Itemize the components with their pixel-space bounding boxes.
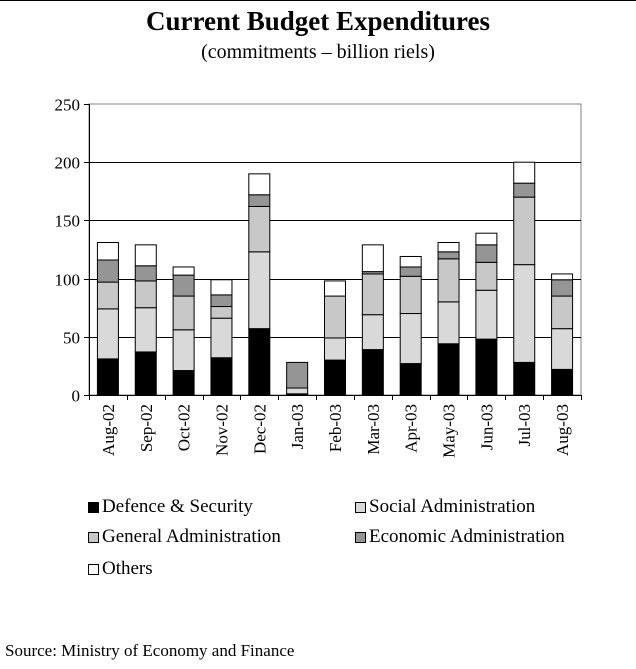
bar-segment-social-administration-sep-02 <box>134 307 157 353</box>
bar-segment-economic-administration-nov-02 <box>210 294 233 308</box>
bar-segment-social-administration-mar-03 <box>361 314 384 351</box>
bar-segment-social-administration-apr-03 <box>399 313 422 365</box>
bar-segment-defence-security-feb-03 <box>324 359 346 396</box>
bar-segment-general-administration-feb-03 <box>324 295 346 339</box>
bar-segment-economic-administration-dec-02 <box>248 194 271 207</box>
x-tick-label: Sep-02 <box>137 404 156 452</box>
bar-segment-defence-security-sep-02 <box>134 351 157 396</box>
bar-segment-general-administration-jul-03 <box>513 196 536 266</box>
bar-segment-defence-security-jul-03 <box>513 361 536 396</box>
y-tick-label: 200 <box>55 154 81 173</box>
source-note: Source: Ministry of Economy and Finance <box>5 641 295 660</box>
bar-segment-others-mar-03 <box>361 244 384 273</box>
x-tick-label: Dec-02 <box>250 404 269 454</box>
x-tick-label: Apr-03 <box>402 404 421 453</box>
bar-segment-economic-administration-apr-03 <box>399 266 422 277</box>
bar-segment-economic-administration-oct-02 <box>172 274 195 297</box>
x-tick-label: Jan-03 <box>288 404 307 449</box>
bar-segment-general-administration-sep-02 <box>134 280 157 309</box>
bar-segment-general-administration-mar-03 <box>361 273 384 316</box>
bar-segment-others-sep-02 <box>134 244 157 267</box>
bar-segment-social-administration-dec-02 <box>248 251 271 330</box>
bar-segment-defence-security-nov-02 <box>210 357 233 396</box>
bar-segment-others-may-03 <box>437 242 460 253</box>
bar-segment-defence-security-oct-02 <box>172 370 195 396</box>
bar-segment-defence-security-aug-03 <box>551 368 574 396</box>
x-tick-label: Jun-03 <box>477 404 496 450</box>
bar-segment-defence-security-aug-02 <box>96 358 119 396</box>
chart-title: Current Budget Expenditures <box>145 6 491 36</box>
y-tick-label: 250 <box>55 96 81 115</box>
bar-segment-others-dec-02 <box>248 173 271 196</box>
bar-segment-general-administration-oct-02 <box>172 295 195 331</box>
bar-segment-social-administration-jan-03 <box>286 387 309 395</box>
x-tick-label: Jul-03 <box>515 404 534 447</box>
bar-segment-general-administration-dec-02 <box>248 205 271 253</box>
bar-segment-economic-administration-sep-02 <box>134 265 157 282</box>
bar-segment-economic-administration-may-03 <box>437 251 460 260</box>
bar-segment-general-administration-apr-03 <box>399 275 422 315</box>
bar-segment-general-administration-nov-02 <box>210 306 233 319</box>
bar-segment-others-aug-02 <box>96 242 119 261</box>
bar-segment-economic-administration-aug-03 <box>551 279 574 297</box>
bar-segment-others-nov-02 <box>210 279 233 296</box>
bar-segment-social-administration-oct-02 <box>172 329 195 372</box>
bar-segment-economic-administration-aug-02 <box>96 259 119 283</box>
bar-segment-defence-security-mar-03 <box>361 349 384 396</box>
bar-segment-others-aug-03 <box>551 273 574 281</box>
x-tick-label: Nov-02 <box>212 404 231 456</box>
bar-segment-others-jul-03 <box>513 161 536 184</box>
bar-segment-social-administration-jul-03 <box>513 264 536 363</box>
y-tick-label: 0 <box>72 387 81 406</box>
x-tick-label: Mar-03 <box>364 404 383 455</box>
bar-segment-economic-administration-jun-03 <box>475 244 498 263</box>
bar-segment-social-administration-may-03 <box>437 301 460 345</box>
bar-segment-general-administration-aug-02 <box>96 281 119 310</box>
bar-segment-defence-security-apr-03 <box>399 363 422 396</box>
bar-segment-economic-administration-jul-03 <box>513 182 536 198</box>
bar-segment-social-administration-aug-03 <box>551 328 574 370</box>
top-rule <box>0 0 636 1</box>
bar-segment-social-administration-aug-02 <box>96 308 119 360</box>
bar-segment-defence-security-jun-03 <box>475 338 498 396</box>
bar-segment-general-administration-may-03 <box>437 258 460 303</box>
bar-segment-others-apr-03 <box>399 255 422 268</box>
y-tick-label: 50 <box>63 329 80 348</box>
bar-segment-economic-administration-jan-03 <box>286 361 309 389</box>
x-tick-label: May-03 <box>440 404 459 458</box>
y-tick-label: 150 <box>55 212 81 231</box>
bar-segment-others-jun-03 <box>475 232 498 246</box>
y-tick-label: 100 <box>55 271 81 290</box>
bar-segment-others-oct-02 <box>172 266 195 276</box>
bar-segment-defence-security-may-03 <box>437 343 460 396</box>
bar-segment-social-administration-jun-03 <box>475 289 498 340</box>
chart-subtitle: (commitments – billion riels) <box>201 41 435 63</box>
bar-segment-general-administration-aug-03 <box>551 295 574 330</box>
bar-segment-others-feb-03 <box>324 280 346 297</box>
x-tick-label: Aug-03 <box>553 404 572 456</box>
bar-segment-social-administration-nov-02 <box>210 317 233 359</box>
x-tick-label: Oct-02 <box>175 404 194 451</box>
bar-segment-defence-security-dec-02 <box>248 328 271 396</box>
bar-segment-general-administration-jun-03 <box>475 261 498 291</box>
bar-segment-social-administration-feb-03 <box>324 337 346 361</box>
x-tick-label: Feb-03 <box>326 404 345 452</box>
x-tick-label: Aug-02 <box>99 404 118 456</box>
